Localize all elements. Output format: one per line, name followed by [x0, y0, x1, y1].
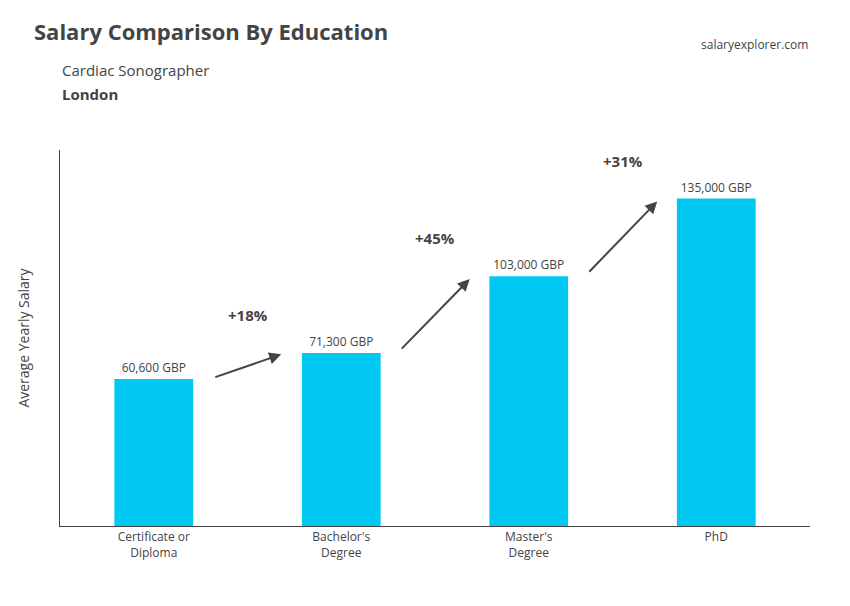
- svg-text:Bachelor'sDegree: Bachelor'sDegree: [312, 528, 370, 561]
- svg-text:103,000 GBP: 103,000 GBP: [493, 256, 564, 273]
- svg-text:PhD: PhD: [705, 528, 728, 545]
- svg-text:Cardiac Sonographer: Cardiac Sonographer: [62, 60, 209, 80]
- svg-text:+18%: +18%: [228, 305, 268, 325]
- svg-text:Average Yearly Salary: Average Yearly Salary: [14, 267, 33, 407]
- svg-text:London: London: [62, 84, 118, 104]
- svg-text:salaryexplorer.com: salaryexplorer.com: [701, 36, 808, 53]
- svg-text:135,000 GBP: 135,000 GBP: [681, 179, 752, 196]
- svg-text:71,300 GBP: 71,300 GBP: [309, 333, 373, 350]
- svg-text:Master'sDegree: Master'sDegree: [505, 528, 553, 561]
- svg-text:Certificate orDiploma: Certificate orDiploma: [118, 528, 190, 561]
- svg-text:+45%: +45%: [415, 228, 455, 248]
- svg-text:+31%: +31%: [603, 151, 643, 171]
- svg-text:Salary Comparison By Education: Salary Comparison By Education: [34, 16, 388, 46]
- svg-text:60,600 GBP: 60,600 GBP: [122, 359, 186, 376]
